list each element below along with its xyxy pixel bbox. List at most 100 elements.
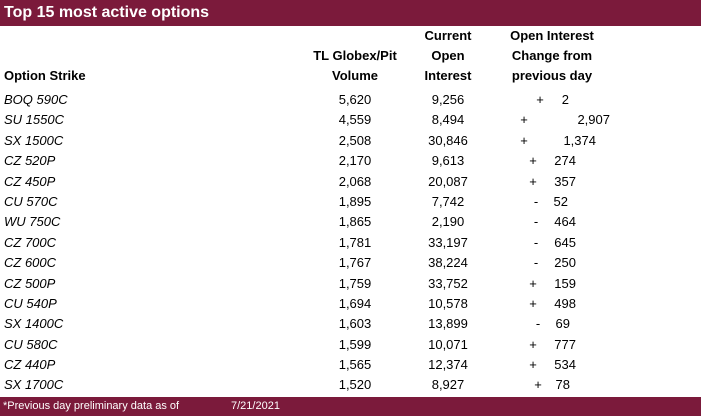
change-sign: + [529,275,537,291]
table-row: CU 540P 1,694 10,578 + 498 [0,293,701,313]
table-row: SU 1550C 4,559 8,494 + 2,907 [0,109,701,129]
change-sign: - [533,255,539,271]
change-sign: + [529,153,537,169]
open-interest-cell: 9,613 [431,153,465,169]
volume-cell: 1,565 [338,357,372,373]
table-row: CU 570C 1,895 7,742 - 52 [0,191,701,211]
header-oi-line: Current [424,28,472,43]
open-interest-cell: 30,846 [428,132,468,148]
change-sign: + [536,92,544,107]
header-volume-line: Volume [332,68,378,83]
table-row: CU 580C 1,599 10,071 + 777 [0,334,701,354]
open-interest-cell: 33,197 [428,234,468,250]
volume-cell: 2,170 [338,153,372,169]
option-strike-cell: CZ 500P [4,275,56,291]
open-interest-cell: 9,256 [431,92,465,107]
table-row: BOQ 590C 5,620 9,256 + 2 [0,89,701,109]
volume-cell: 1,767 [338,255,372,271]
table-row: CZ 600C 1,767 38,224 - 250 [0,252,701,272]
change-value: 645 [554,234,576,250]
volume-cell: 5,620 [338,92,372,107]
table-row: CZ 450P 2,068 20,087 + 357 [0,171,701,191]
option-strike-cell: CZ 520P [4,153,56,169]
open-interest-cell: 10,578 [428,295,468,311]
table-row: CZ 500P 1,759 33,752 + 159 [0,273,701,293]
change-value: 2,907 [577,112,610,128]
change-sign: - [533,193,539,209]
change-value: 2 [561,92,569,107]
change-sign: - [535,316,541,332]
option-strike-cell: CU 570C [4,193,58,209]
change-value: 1,374 [563,132,596,148]
volume-cell: 1,759 [338,275,372,291]
option-strike-cell: SU 1550C [4,112,64,128]
option-strike-cell: WU 750C [4,214,61,230]
header-option-strike: Option Strike [4,68,86,83]
change-value: 777 [554,336,576,352]
option-strike-cell: SX 1700C [4,377,64,393]
change-value: 159 [554,275,576,291]
footer-note: *Previous day preliminary data as of [3,400,180,412]
open-interest-cell: 33,752 [428,275,468,291]
change-sign: + [529,336,537,352]
volume-cell: 1,865 [338,214,372,230]
volume-cell: 2,508 [338,132,372,148]
header-oi-change: Open Interest Change from previous day [487,26,617,86]
header-oi-line: Open [431,48,465,63]
options-table-body: BOQ 590C 5,620 9,256 + 2 SU 1550C 4,559 … [0,89,701,395]
change-sign: - [533,234,539,250]
header-change-line: Open Interest [510,28,594,43]
open-interest-cell: 7,742 [431,193,465,209]
table-row: SX 1400C 1,603 13,899 - 69 [0,313,701,333]
table-row: CZ 440P 1,565 12,374 + 534 [0,354,701,374]
table-row: SX 1500C 2,508 30,846 + 1,374 [0,130,701,150]
change-value: 357 [554,173,576,189]
option-strike-cell: CZ 600C [4,255,57,271]
option-strike-cell: CU 580C [4,336,58,352]
option-strike-cell: CZ 700C [4,234,57,250]
open-interest-cell: 38,224 [428,255,468,271]
table-row: CZ 700C 1,781 33,197 - 645 [0,232,701,252]
open-interest-cell: 12,374 [428,357,468,373]
header-oi-line: Interest [424,68,472,83]
change-sign: + [529,173,537,189]
change-value: 69 [555,316,570,332]
option-strike-cell: BOQ 590C [4,92,68,107]
open-interest-cell: 2,190 [431,214,465,230]
table-row: SX 1700C 1,520 8,927 + 78 [0,374,701,394]
change-sign: + [534,377,542,393]
option-strike-cell: SX 1500C [4,132,64,148]
change-sign: + [520,112,528,128]
footer-date: 7/21/2021 [231,400,280,412]
change-sign: + [520,132,528,148]
change-value: 250 [554,255,576,271]
table-row: CZ 520P 2,170 9,613 + 274 [0,150,701,170]
header-change-line: previous day [511,68,593,83]
header-change-line: Change from [511,48,593,63]
option-strike-cell: SX 1400C [4,316,64,332]
footer-bar: *Previous day preliminary data as of 7/2… [0,397,701,416]
volume-cell: 1,694 [338,295,372,311]
volume-cell: 2,068 [338,173,372,189]
option-strike-cell: CU 540P [4,295,57,311]
open-interest-cell: 10,071 [428,336,468,352]
table-title: Top 15 most active options [0,0,701,26]
volume-cell: 4,559 [338,112,372,128]
header-volume: TL Globex/Pit Volume [295,46,415,86]
header-volume-line: TL Globex/Pit [313,48,397,63]
change-sign: - [533,214,539,230]
change-sign: + [529,295,537,311]
open-interest-cell: 20,087 [428,173,468,189]
volume-cell: 1,603 [338,316,372,332]
option-strike-cell: CZ 450P [4,173,56,189]
change-value: 534 [554,357,576,373]
open-interest-cell: 8,494 [431,112,465,128]
open-interest-cell: 8,927 [431,377,465,393]
open-interest-cell: 13,899 [428,316,468,332]
header-open-interest: Current Open Interest [405,26,491,86]
table-row: WU 750C 1,865 2,190 - 464 [0,211,701,231]
change-value: 52 [553,193,568,209]
volume-cell: 1,781 [338,234,372,250]
change-value: 78 [555,377,570,393]
change-value: 498 [554,295,576,311]
